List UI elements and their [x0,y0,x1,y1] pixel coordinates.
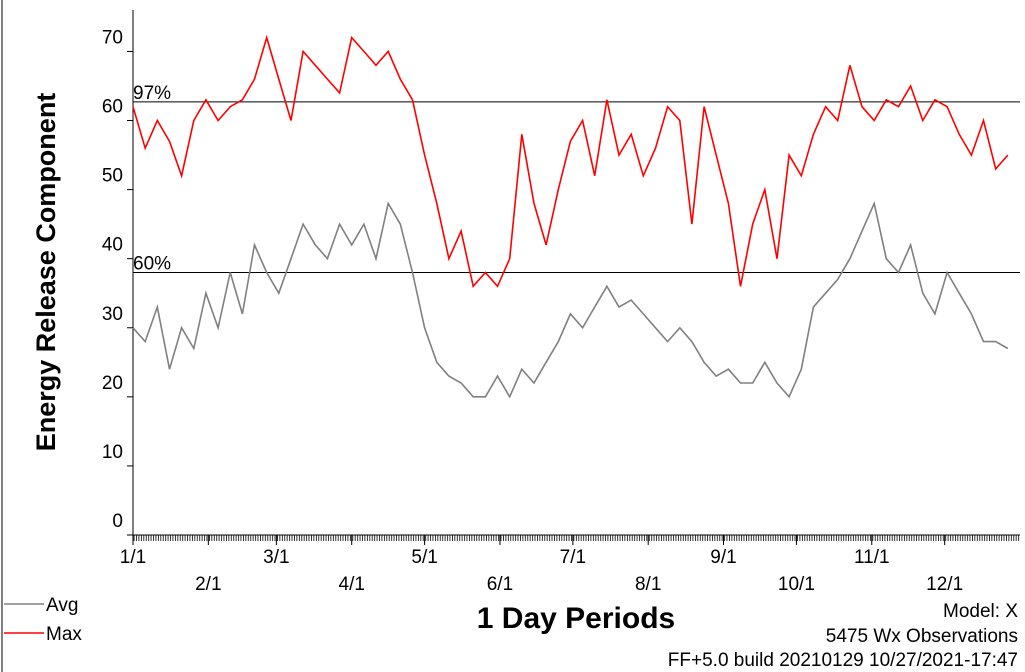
y-tick-label: 70 [102,27,123,48]
x-tick-label: 2/1 [195,574,221,595]
annotation: 5475 Wx Observations [826,626,1018,647]
y-tick-label: 30 [102,304,123,325]
x-tick-label: 1/1 [120,547,146,568]
x-tick-label: 4/1 [339,574,365,595]
x-tick-label: 6/1 [487,574,513,595]
data-line [132,34,1009,289]
data-line [132,200,1009,399]
reference-label: 97% [133,83,171,104]
x-tick-label: 5/1 [411,547,437,568]
y-tick-label: 0 [112,511,123,532]
x-axis-label: 1 Day Periods [477,602,675,635]
y-tick-label: 50 [102,166,123,187]
annotation: Model: X [943,601,1018,622]
annotation: FF+5.0 build 20210129 10/27/2021-17:47 [668,650,1018,671]
legend-label: Avg [46,595,78,616]
reference-label: 60% [133,254,171,275]
legend-label: Max [46,624,82,645]
x-tick-label: 10/1 [778,574,815,595]
y-tick-label: 40 [102,235,123,256]
minor-ticks [133,535,1020,541]
y-axis-label: Energy Release Component [31,93,61,452]
x-tick-label: 11/1 [854,547,890,568]
x-tick-label: 12/1 [926,574,963,595]
y-tick-label: 20 [102,373,123,394]
x-tick-label: 8/1 [635,574,661,595]
x-tick-label: 3/1 [263,547,289,568]
y-tick-label: 60 [102,97,123,118]
x-tick-label: 9/1 [710,547,736,568]
x-tick-label: 7/1 [560,547,586,568]
y-tick-label: 10 [102,442,123,463]
